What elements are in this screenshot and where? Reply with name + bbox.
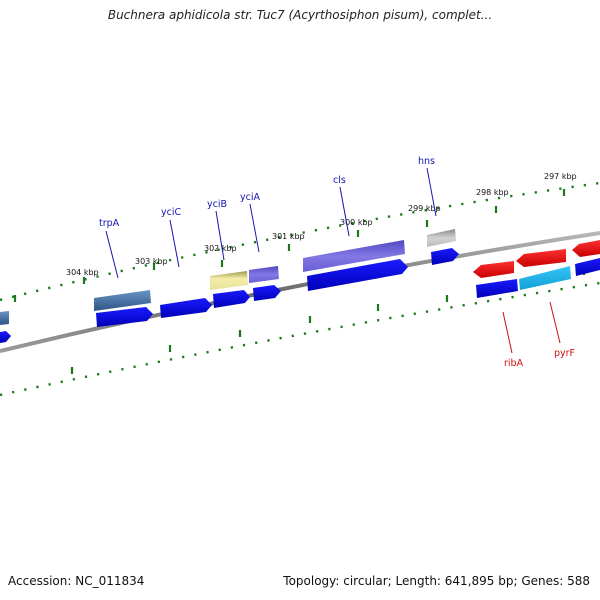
scale-label-297kbp: 297 kbp	[544, 172, 577, 181]
genome-stats-text: Topology: circular; Length: 641,895 bp; …	[283, 574, 590, 588]
cds-arrow-hns	[431, 248, 459, 265]
cds-arrow-trpA	[96, 307, 153, 327]
cds-arrow-ribA-blue	[476, 279, 518, 298]
gene-bar-yciA	[249, 266, 279, 283]
cds-arrow-yciA	[253, 285, 281, 301]
cds-arrow-yciC	[160, 298, 212, 318]
scale-label-304kbp: 304 kbp	[66, 268, 99, 277]
cds-arrow-left-partial	[0, 331, 11, 343]
gene-labels: trpA yciC yciB yciA cls hns ribA pyrF	[99, 156, 575, 369]
gene-label-pyrF[interactable]: pyrF	[554, 348, 575, 359]
gene-bar-hns	[427, 229, 456, 247]
gene-label-trpA[interactable]: trpA	[99, 218, 120, 229]
scale-label-302kbp: 302 kbp	[204, 244, 237, 253]
cds-arrow-cls	[307, 259, 408, 291]
cds-arrow-pyrF	[519, 266, 571, 290]
gene-label-yciA[interactable]: yciA	[240, 192, 260, 203]
forward-feature-track	[0, 229, 456, 325]
cds-arrow-right-partial	[575, 258, 600, 276]
scale-label-303kbp: 303 kbp	[135, 257, 168, 266]
major-ticks	[13, 189, 586, 374]
gene-label-ribA[interactable]: ribA	[504, 358, 524, 369]
reverse-feature-track	[473, 240, 600, 298]
gene-bar-yciB	[210, 271, 248, 290]
cds-arrow-yciB	[213, 290, 250, 308]
gene-bar-cls	[303, 240, 405, 272]
scale-label-300kbp: 300 kbp	[340, 218, 373, 227]
gene-label-yciC[interactable]: yciC	[161, 207, 181, 218]
gene-label-yciB[interactable]: yciB	[207, 199, 227, 210]
gene-label-cls[interactable]: cls	[333, 175, 346, 186]
cds-arrow-reverse-b	[516, 249, 566, 267]
cds-arrow-reverse-a	[473, 261, 514, 278]
scale-label-299kbp: 299 kbp	[408, 204, 441, 213]
genome-backbone	[0, 231, 600, 353]
label-leaders	[105, 167, 561, 354]
accession-text: Accession: NC_011834	[8, 574, 145, 588]
scale-label-301kbp: 301 kbp	[272, 232, 305, 241]
page-title: Buchnera aphidicola str. Tuc7 (Acyrthosi…	[107, 8, 493, 22]
gene-bar-trpA	[94, 290, 151, 311]
gene-label-hns[interactable]: hns	[418, 156, 435, 167]
cds-arrow-reverse-c	[572, 240, 600, 257]
gene-bar-left-partial	[0, 311, 9, 325]
scale-labels: 304 kbp 303 kbp 302 kbp 301 kbp 300 kbp …	[66, 172, 577, 277]
scale-label-298kbp: 298 kbp	[476, 188, 509, 197]
forward-cds-track	[0, 248, 459, 343]
inner-tick-ring	[0, 281, 600, 397]
